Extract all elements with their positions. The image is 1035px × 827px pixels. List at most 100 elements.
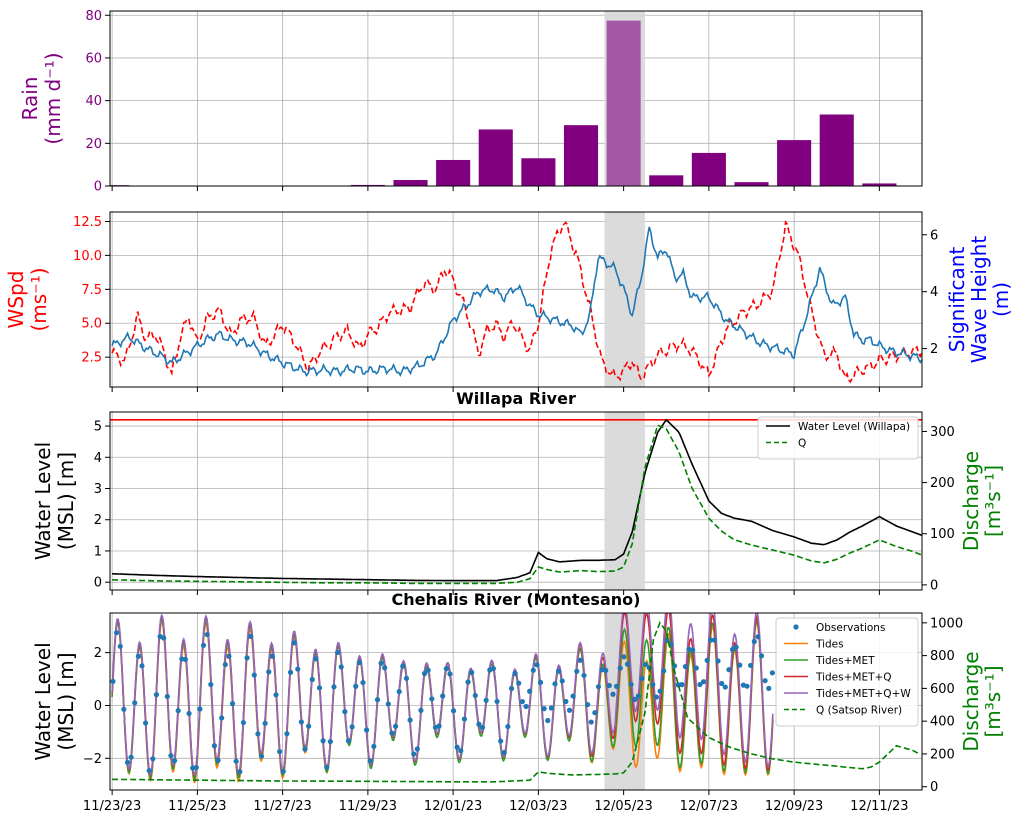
legend-box [757, 416, 919, 460]
y-tick-label: 3 [94, 482, 102, 497]
observation-point [664, 637, 670, 644]
legend-box [775, 617, 919, 727]
y-axis-label-line2: (mm d⁻¹) [41, 52, 65, 144]
observation-point [769, 670, 775, 676]
rain-bar [862, 183, 897, 186]
observation-point [574, 668, 580, 674]
observation-point [204, 631, 210, 638]
observation-point [617, 665, 623, 671]
observation-point [534, 662, 540, 668]
rain-bar [819, 114, 854, 186]
observation-point [650, 681, 656, 688]
x-tick-label: 12/05/23 [594, 799, 652, 814]
legend: Water Level (Willapa) Q [757, 416, 919, 460]
observation-point [639, 675, 645, 682]
y-axis-label: Rain(mm d⁻¹) [18, 52, 65, 144]
y-right-axis-label-line: (m) [989, 282, 1013, 317]
observation-point [700, 679, 707, 685]
observation-point [697, 681, 703, 688]
observation-point [711, 637, 718, 643]
y-tick-label: 1 [94, 544, 102, 559]
y-right-tick-label: 600 [930, 682, 955, 697]
observation-point [248, 633, 254, 639]
observation-point [269, 653, 275, 659]
y-right-tick-label: 200 [930, 476, 955, 491]
observation-point [628, 681, 634, 688]
observation-point [461, 716, 468, 722]
observation-point [541, 706, 547, 712]
observation-point [556, 668, 562, 674]
observation-point [552, 681, 558, 687]
series-line [111, 219, 922, 384]
chehalis-panel: 11/23/23 11/25/23 11/27/23 11/29/23 12/01/23… [31, 590, 1005, 814]
y-axis-label-line1: Water Level [31, 442, 55, 560]
y-right-tick-label: 300 [930, 425, 955, 440]
legend-marker [793, 624, 799, 630]
rain-bar [606, 20, 641, 186]
observation-point [657, 688, 663, 694]
x-tick-label: 11/23/23 [83, 799, 141, 814]
observation-point [211, 743, 218, 749]
y-axis-label-line1: Rain [18, 77, 42, 121]
observation-point [360, 679, 366, 686]
y-tick-label: 0 [94, 699, 102, 714]
y-right-tick-label: 4 [930, 285, 938, 300]
observation-point [316, 685, 323, 691]
observation-point [563, 698, 569, 705]
y-tick-label: 40 [85, 94, 102, 109]
y-right-axis-label-line: Wave Height [967, 236, 991, 364]
observation-point [251, 672, 257, 678]
observation-point [585, 701, 591, 708]
y-right-tick-label: 200 [930, 747, 955, 762]
observation-point [733, 644, 739, 650]
observation-point [501, 749, 507, 756]
plot-area [111, 219, 922, 384]
y-right-tick-label: 800 [930, 649, 955, 664]
observation-point [175, 708, 181, 714]
plot-area [110, 613, 921, 784]
observation-point [411, 751, 417, 757]
observation-point [226, 653, 232, 659]
observation-point [284, 731, 290, 737]
observation-point [356, 659, 362, 666]
observation-point [403, 675, 410, 681]
series-line [112, 424, 922, 585]
y-tick-label: −2 [83, 752, 102, 767]
observation-point [309, 676, 315, 683]
y-tick-label: 10.0 [73, 249, 102, 264]
x-tick-label: 12/03/23 [509, 799, 567, 814]
observation-point [280, 768, 286, 774]
observation-point [193, 764, 199, 771]
x-tick-label: 12/11/23 [850, 799, 908, 814]
observation-point [421, 670, 428, 677]
rain-bar [691, 152, 726, 186]
observation-point [345, 738, 352, 744]
observation-point [302, 746, 308, 752]
observation-point [400, 663, 406, 669]
observation-point [755, 634, 761, 640]
observation-point [566, 707, 573, 713]
observation-point [737, 662, 743, 668]
observation-point [508, 685, 515, 692]
rain-bar [649, 175, 684, 186]
y-tick-label: 2 [94, 513, 102, 528]
observation-point [465, 679, 471, 685]
observation-point [389, 730, 395, 736]
observation-point [726, 667, 732, 673]
observation-point [161, 635, 167, 641]
y-tick-label: 2 [94, 646, 102, 661]
y-right-axis-label-line: Discharge [959, 651, 983, 751]
observation-point [758, 653, 765, 659]
observation-point [342, 709, 348, 715]
y-tick-label: 7.5 [81, 283, 102, 298]
observation-point [255, 731, 261, 737]
y-right-tick-label: 2 [930, 342, 938, 357]
rain-bar [478, 129, 513, 186]
observation-point [262, 720, 268, 726]
observation-point [168, 753, 174, 759]
wind-wave-panel: 2.5 5.0 7.5 10.0 12.5 2 4 6 WSpd(ms⁻¹) Significan… [4, 211, 1013, 392]
observation-point [306, 723, 312, 729]
observation-point [454, 744, 460, 750]
observation-point [382, 665, 388, 671]
